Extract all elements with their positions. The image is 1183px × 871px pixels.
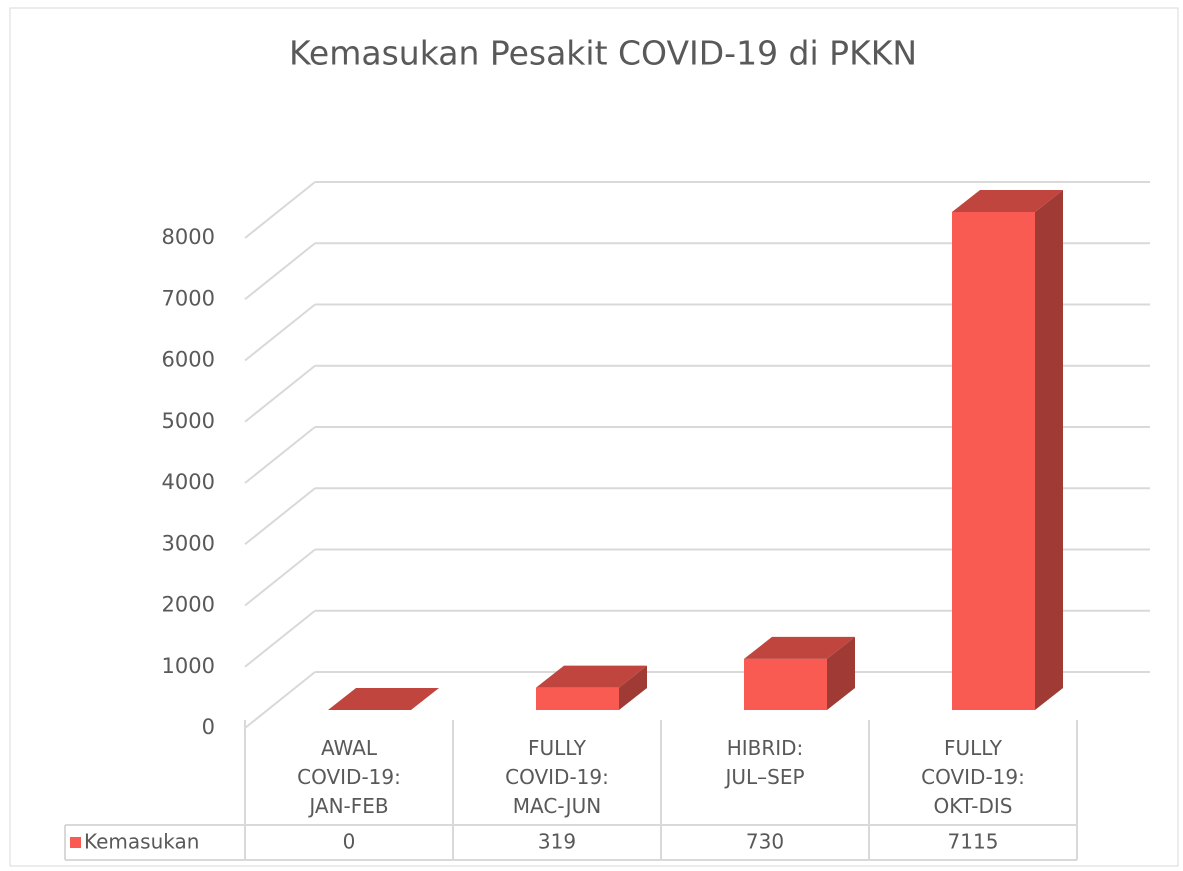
y-tick-label: 4000	[162, 470, 215, 494]
y-tick-label: 3000	[162, 531, 215, 555]
bar	[744, 658, 827, 710]
x-tick-line: AWAL	[321, 736, 378, 760]
x-tick-label: FULLY COVID-19: MAC-JUN	[505, 736, 609, 818]
bar-top	[744, 636, 855, 659]
y-tick-label: 6000	[162, 348, 215, 372]
x-tick-line: HIBRID:	[727, 736, 804, 760]
x-tick-line: OKT-DIS	[934, 794, 1013, 818]
bar-top	[536, 665, 647, 688]
grid-line	[244, 671, 316, 729]
bar-side	[827, 636, 855, 710]
chart-title: Kemasukan Pesakit COVID-19 di PKKN	[289, 34, 917, 73]
y-tick-label: 1000	[162, 654, 215, 678]
bar-top	[328, 688, 439, 710]
y-tick-label: 5000	[162, 409, 215, 433]
x-tick-label: AWAL COVID-19: JAN-FEB	[297, 736, 401, 818]
bar-side	[619, 665, 647, 710]
x-tick-line: FULLY	[528, 736, 587, 760]
bar-side	[1035, 189, 1063, 710]
grid-line	[244, 181, 316, 239]
bar	[536, 687, 619, 710]
grid-line	[244, 487, 316, 546]
y-tick-label: 0	[202, 715, 215, 739]
legend-label: Kemasukan	[84, 830, 199, 854]
legend-swatch	[70, 837, 81, 848]
x-tick-line: COVID-19:	[921, 765, 1025, 789]
grid-line	[244, 548, 316, 607]
table-value: 0	[343, 830, 356, 854]
table-value: 730	[746, 830, 784, 854]
x-tick-line: FULLY	[944, 736, 1003, 760]
x-tick-line: JUL–SEP	[723, 765, 804, 789]
y-tick-label: 2000	[162, 593, 215, 617]
bar-top	[952, 189, 1063, 212]
grid-line	[244, 609, 316, 668]
x-tick-line: COVID-19:	[505, 765, 609, 789]
x-tick-line: MAC-JUN	[513, 794, 601, 818]
table-value: 7115	[948, 830, 999, 854]
table-value: 319	[538, 830, 576, 854]
x-tick-line: JAN-FEB	[307, 794, 388, 818]
grid-line	[244, 426, 316, 484]
grid-line	[244, 242, 316, 301]
x-tick-line: COVID-19:	[297, 765, 401, 789]
grid-line	[244, 364, 316, 423]
y-tick-label: 8000	[162, 225, 215, 249]
y-tick-label: 7000	[162, 286, 215, 310]
x-tick-label: HIBRID: JUL–SEP	[723, 736, 804, 789]
grid-line	[244, 303, 316, 362]
x-tick-label: FULLY COVID-19: OKT-DIS	[921, 736, 1025, 818]
bar	[952, 211, 1035, 710]
